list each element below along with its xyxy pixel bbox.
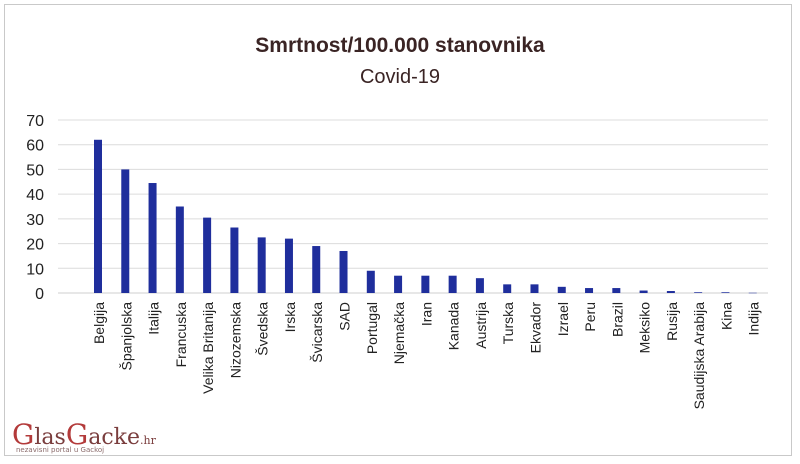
y-tick-label: 70 [26, 113, 44, 130]
bar [694, 292, 703, 293]
x-tick-label: Švedska [255, 302, 271, 356]
bar [503, 284, 512, 293]
x-tick-label: Meksiko [637, 302, 653, 354]
y-tick-label: 40 [26, 187, 44, 204]
bar [94, 139, 102, 293]
x-tick-label: Portugal [364, 302, 380, 354]
x-tick-label: Saudijska Arabija [691, 302, 707, 410]
bar [448, 275, 457, 293]
x-tick-label: Turska [500, 302, 516, 344]
logo-tagline: nezavisni portal u Gackoj [16, 446, 105, 454]
bar [721, 292, 730, 293]
bar [585, 288, 594, 293]
bar [121, 169, 130, 293]
y-tick-label: 50 [26, 162, 44, 179]
bar [284, 238, 293, 293]
y-tick-label: 60 [26, 138, 44, 155]
x-tick-label: Belgija [91, 302, 107, 344]
x-tick-label: Rusija [664, 302, 680, 341]
chart-subtitle: Covid-19 [359, 66, 441, 88]
x-axis-labels: Belgija Španjolska Italija Francuska Velika … [91, 302, 762, 410]
bars [94, 139, 757, 294]
bar [175, 206, 184, 293]
y-axis-ticks: 0 10 20 30 40 50 60 70 [26, 113, 44, 303]
gridlines [58, 119, 768, 294]
y-tick-label: 30 [26, 212, 44, 229]
x-tick-label: Izrael [555, 302, 571, 336]
x-tick-label: Kina [718, 302, 734, 330]
x-tick-label: Španjolska [118, 302, 134, 371]
x-tick-label: Ekvador [527, 302, 543, 354]
bar [148, 183, 157, 293]
bar [394, 275, 403, 293]
glasgacke-logo: GlasGacke.hr nezavisni portal u Gackoj [12, 418, 156, 458]
y-tick-label: 20 [26, 237, 44, 254]
bar [230, 227, 239, 293]
x-tick-label: Irska [282, 302, 298, 333]
y-tick-label: 0 [35, 286, 44, 303]
bar [203, 217, 212, 293]
x-tick-label: Francuska [173, 302, 189, 368]
x-tick-label: SAD [337, 302, 353, 331]
y-tick-label: 10 [26, 261, 44, 278]
bar [257, 237, 266, 293]
bar [366, 270, 375, 293]
bar [421, 275, 430, 293]
bar [557, 286, 566, 293]
bar [339, 250, 348, 293]
x-tick-label: Peru [582, 302, 598, 332]
chart-frame [4, 4, 792, 456]
bar [475, 278, 484, 293]
logo-wordmark: GlasGacke.hr [12, 418, 156, 451]
x-tick-label: Kanada [446, 302, 462, 350]
bar [312, 246, 321, 293]
bar [612, 288, 621, 293]
x-tick-label: Indija [746, 302, 762, 336]
bar [748, 292, 757, 294]
chart-title: Smrtnost/100.000 stanovnika [255, 34, 545, 57]
bar [666, 291, 675, 293]
x-tick-label: Austrija [473, 302, 489, 349]
x-tick-label: Švicarska [309, 302, 325, 363]
x-tick-label: Brazil [609, 302, 625, 337]
x-tick-label: Iran [418, 302, 434, 326]
x-tick-label: Italija [146, 302, 162, 335]
x-tick-label: Velika Britanija [200, 302, 216, 394]
bar [639, 290, 648, 293]
x-tick-label: Njemačka [391, 302, 407, 364]
bar [530, 284, 539, 293]
x-tick-label: Nizozemska [227, 302, 243, 378]
